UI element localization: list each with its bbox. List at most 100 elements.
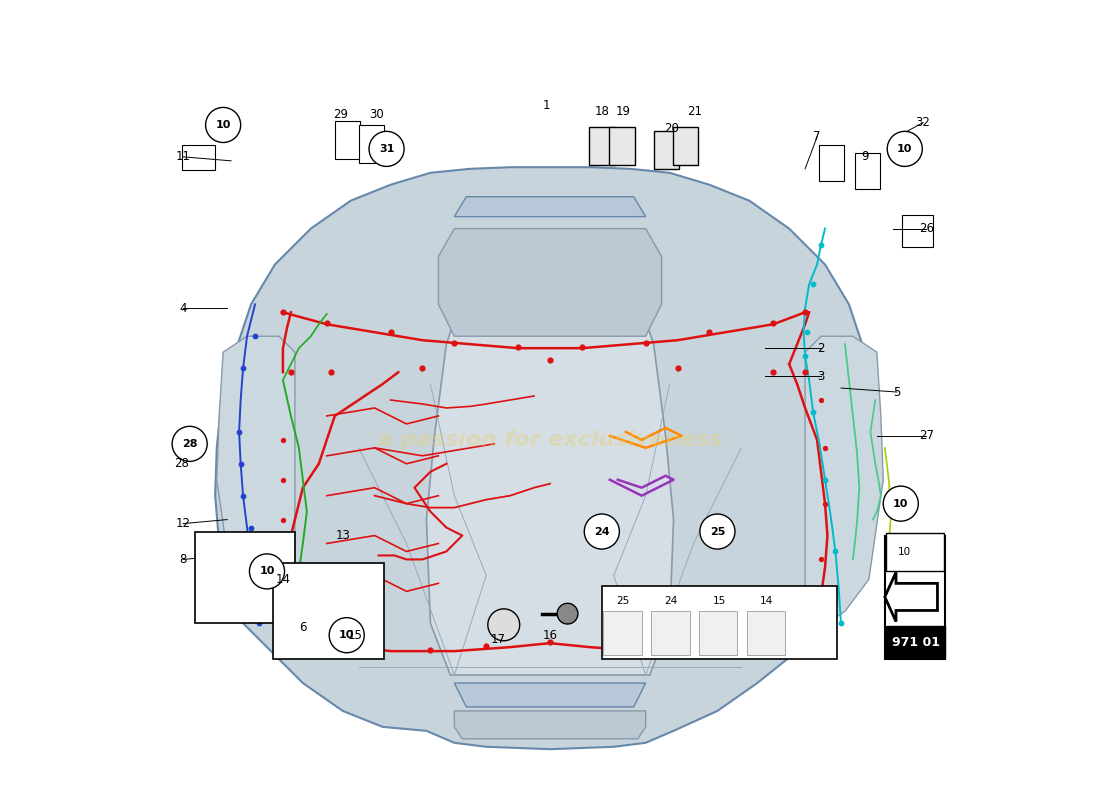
FancyBboxPatch shape xyxy=(747,611,785,655)
Text: 27: 27 xyxy=(918,430,934,442)
Point xyxy=(366,643,384,656)
FancyBboxPatch shape xyxy=(602,586,837,659)
Point xyxy=(509,341,527,354)
Circle shape xyxy=(329,618,364,653)
Point xyxy=(812,394,829,406)
Text: 3: 3 xyxy=(817,370,825,382)
Text: 2: 2 xyxy=(817,342,825,354)
Text: 7: 7 xyxy=(813,130,821,143)
Text: 25: 25 xyxy=(710,526,725,537)
Point xyxy=(816,442,834,454)
Text: 8: 8 xyxy=(179,553,187,566)
Text: 6: 6 xyxy=(299,621,307,634)
Point xyxy=(414,362,431,374)
Text: 14: 14 xyxy=(760,596,773,606)
Circle shape xyxy=(700,514,735,549)
Polygon shape xyxy=(805,336,883,627)
FancyBboxPatch shape xyxy=(651,611,690,655)
FancyBboxPatch shape xyxy=(902,215,933,247)
Text: 18: 18 xyxy=(594,105,609,118)
FancyBboxPatch shape xyxy=(604,611,641,655)
Text: 12: 12 xyxy=(176,517,190,530)
Text: 16: 16 xyxy=(542,629,558,642)
Text: 15: 15 xyxy=(713,596,726,606)
Text: 10: 10 xyxy=(216,120,231,130)
Circle shape xyxy=(172,426,207,462)
Point xyxy=(796,366,814,378)
FancyBboxPatch shape xyxy=(273,563,384,659)
Point xyxy=(541,636,559,649)
Polygon shape xyxy=(454,197,646,217)
Point xyxy=(804,406,822,418)
FancyBboxPatch shape xyxy=(590,126,615,165)
Text: 32: 32 xyxy=(915,116,931,129)
Polygon shape xyxy=(217,336,295,627)
Circle shape xyxy=(206,107,241,142)
Point xyxy=(232,458,250,470)
Point xyxy=(322,366,340,378)
Point xyxy=(796,306,814,318)
Point xyxy=(318,317,336,330)
Point xyxy=(605,640,623,653)
Text: 20: 20 xyxy=(663,122,679,135)
Polygon shape xyxy=(439,229,661,336)
FancyBboxPatch shape xyxy=(884,535,945,659)
Point xyxy=(274,434,292,446)
Text: 4: 4 xyxy=(179,302,187,315)
Polygon shape xyxy=(884,572,937,622)
Text: 14: 14 xyxy=(275,573,290,586)
FancyBboxPatch shape xyxy=(818,145,844,181)
Text: a passion for exclusiveness: a passion for exclusiveness xyxy=(377,430,723,450)
Text: 24: 24 xyxy=(664,596,678,606)
Point xyxy=(808,585,826,598)
Point xyxy=(541,354,559,366)
Polygon shape xyxy=(454,711,646,739)
Point xyxy=(816,498,834,510)
Point xyxy=(246,553,264,566)
Point xyxy=(812,553,829,566)
Point xyxy=(234,490,252,502)
Text: 28: 28 xyxy=(182,439,197,449)
Point xyxy=(274,474,292,486)
Text: 26: 26 xyxy=(918,222,934,235)
Point xyxy=(796,350,814,362)
Point xyxy=(282,366,299,378)
Point xyxy=(250,617,267,630)
Text: 30: 30 xyxy=(368,108,384,121)
Point xyxy=(796,613,814,626)
Point xyxy=(816,474,834,486)
Point xyxy=(669,362,686,374)
Circle shape xyxy=(888,131,922,166)
FancyBboxPatch shape xyxy=(182,145,216,170)
Point xyxy=(246,330,264,342)
Point xyxy=(477,640,495,653)
Point xyxy=(573,341,591,354)
Point xyxy=(637,336,654,349)
Text: 5: 5 xyxy=(893,386,901,398)
Point xyxy=(274,553,292,566)
FancyBboxPatch shape xyxy=(700,611,737,655)
FancyBboxPatch shape xyxy=(653,130,679,169)
Circle shape xyxy=(584,514,619,549)
Text: 10: 10 xyxy=(260,566,275,577)
Text: 1: 1 xyxy=(542,98,550,111)
Text: 11: 11 xyxy=(176,150,190,163)
Text: 21: 21 xyxy=(688,105,703,118)
Circle shape xyxy=(250,554,285,589)
Point xyxy=(274,513,292,526)
Point xyxy=(764,366,782,378)
Circle shape xyxy=(883,486,918,521)
FancyBboxPatch shape xyxy=(195,531,295,623)
Point xyxy=(701,326,718,338)
FancyBboxPatch shape xyxy=(609,126,635,165)
Text: 10: 10 xyxy=(898,144,913,154)
FancyBboxPatch shape xyxy=(887,626,945,658)
Text: 29: 29 xyxy=(333,108,348,121)
FancyBboxPatch shape xyxy=(855,153,880,189)
Text: 17: 17 xyxy=(491,633,506,646)
Point xyxy=(274,585,292,598)
Text: 13: 13 xyxy=(336,529,350,542)
Text: 10: 10 xyxy=(339,630,354,640)
Text: 10: 10 xyxy=(898,547,911,558)
Text: 10: 10 xyxy=(893,498,909,509)
